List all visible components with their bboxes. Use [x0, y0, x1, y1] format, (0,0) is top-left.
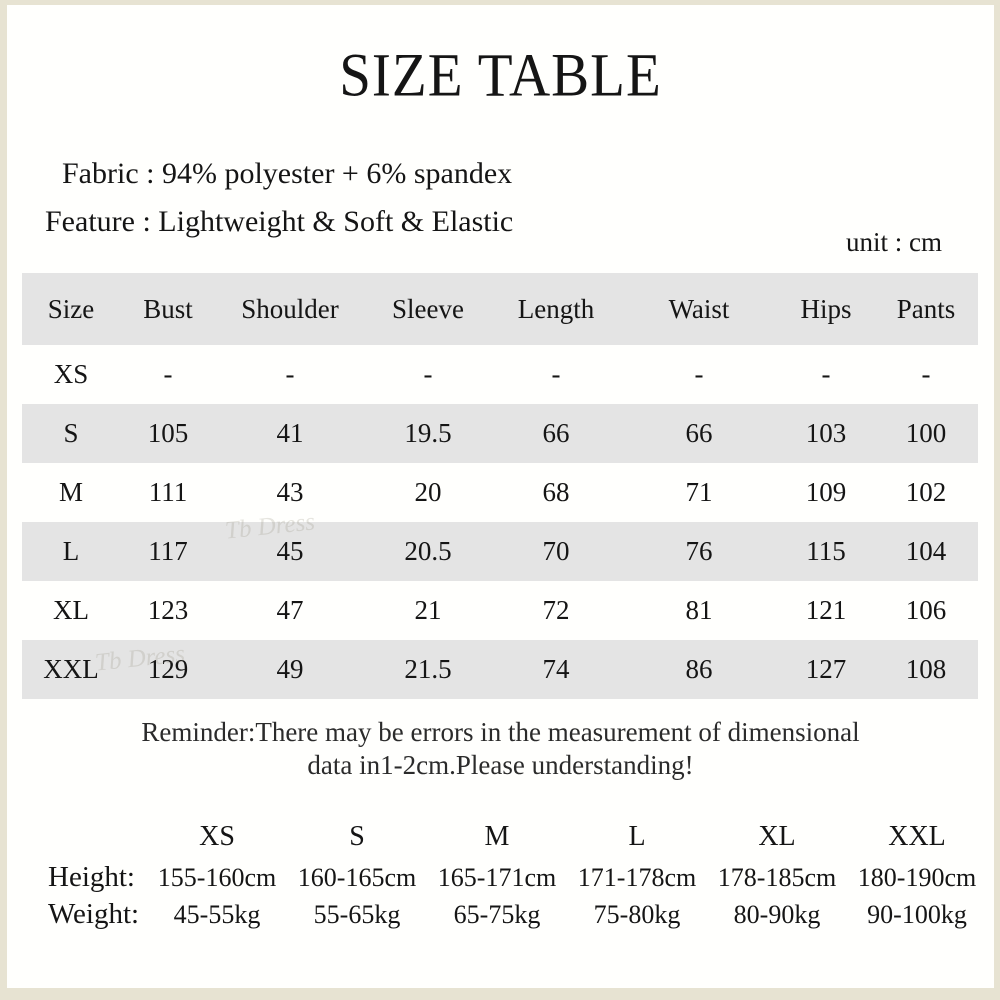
size-table: Size Bust Shoulder Sleeve Length Waist H…: [22, 273, 978, 699]
col-header-waist: Waist: [668, 293, 730, 324]
col-header-size: Size: [47, 293, 95, 324]
cell-xxl-sleeve: 21.5: [404, 654, 452, 684]
height-xl: 178-185cm: [717, 862, 837, 892]
cell-m-length: 68: [542, 477, 570, 507]
cell-m-pants: 102: [905, 477, 947, 507]
fit-size-xl: XL: [758, 821, 796, 852]
cell-xxl-shoulder: 49: [276, 654, 304, 684]
cell-xxl-hips: 127: [805, 654, 847, 684]
cell-xs-shoulder: -: [285, 359, 295, 389]
col-header-sleeve: Sleeve: [392, 293, 464, 324]
height-row-label: Height:: [48, 861, 135, 893]
fit-weight-row: Weight: 45-55kg 55-65kg 65-75kg 75-80kg …: [32, 896, 987, 933]
fit-size-l: L: [628, 821, 646, 852]
table-row-xxl: XXL 129 49 21.5 74 86 127 108: [22, 640, 978, 699]
fit-size-xxl: XXL: [888, 821, 946, 852]
weight-m: 65-75kg: [453, 899, 541, 929]
unit-note: unit : cm: [846, 227, 942, 257]
cell-l-sleeve: 20.5: [404, 536, 452, 566]
cell-l-size: L: [62, 536, 80, 566]
cell-xl-length: 72: [542, 595, 570, 625]
table-row-xs: XS - - - - - - -: [22, 345, 978, 404]
table-row-xl: XL 123 47 21 72 81 121 106: [22, 581, 978, 640]
size-table-header-row: Size Bust Shoulder Sleeve Length Waist H…: [22, 273, 978, 345]
cell-m-hips: 109: [805, 477, 847, 507]
cell-l-pants: 104: [905, 536, 947, 566]
cell-s-shoulder: 41: [276, 418, 304, 448]
height-m: 165-171cm: [437, 862, 557, 892]
cell-l-hips: 115: [806, 536, 846, 566]
col-header-length: Length: [517, 293, 595, 324]
cell-m-bust: 111: [148, 477, 188, 507]
feature-line: Feature : Lightweight & Soft & Elastic: [45, 205, 514, 238]
cell-m-shoulder: 43: [276, 477, 304, 507]
col-header-hips: Hips: [800, 293, 852, 324]
weight-s: 55-65kg: [313, 899, 401, 929]
size-chart-card: SIZE TABLE Fabric : 94% polyester + 6% s…: [7, 5, 994, 988]
weight-xxl: 90-100kg: [867, 899, 967, 929]
cell-s-length: 66: [542, 418, 570, 448]
cell-l-shoulder: 45: [276, 536, 304, 566]
cell-xl-pants: 106: [905, 595, 947, 625]
cell-s-pants: 100: [905, 418, 947, 448]
table-row-s: S 105 41 19.5 66 66 103 100: [22, 404, 978, 463]
height-weight-table: XS S M L XL XXL Height: 155-160cm 160-16…: [32, 815, 987, 933]
height-l: 171-178cm: [577, 862, 697, 892]
weight-row-label: Weight:: [48, 898, 140, 930]
reminder-line-1: Reminder:There may be errors in the meas…: [141, 717, 860, 747]
cell-xl-shoulder: 47: [276, 595, 304, 625]
cell-xl-waist: 81: [685, 595, 713, 625]
fabric-line: Fabric : 94% polyester + 6% spandex: [62, 157, 513, 190]
fit-size-m: M: [484, 821, 510, 852]
table-row-l: L 117 45 20.5 70 76 115 104: [22, 522, 978, 581]
cell-xs-bust: -: [163, 359, 173, 389]
page-title: SIZE TABLE: [339, 41, 662, 110]
height-xxl: 180-190cm: [857, 862, 977, 892]
cell-s-size: S: [63, 418, 79, 448]
col-header-shoulder: Shoulder: [241, 293, 339, 324]
fit-sizes-row: XS S M L XL XXL: [32, 815, 987, 859]
cell-l-length: 70: [542, 536, 570, 566]
table-row-m: M 111 43 20 68 71 109 102: [22, 463, 978, 522]
height-s: 160-165cm: [297, 862, 417, 892]
cell-xs-hips: -: [821, 359, 831, 389]
fit-height-row: Height: 155-160cm 160-165cm 165-171cm 17…: [32, 859, 987, 896]
cell-m-waist: 71: [685, 477, 713, 507]
reminder-line-2: data in1-2cm.Please understanding!: [307, 750, 694, 780]
col-header-pants: Pants: [896, 293, 956, 324]
cell-xxl-bust: 129: [147, 654, 189, 684]
cell-xxl-length: 74: [542, 654, 570, 684]
cell-xs-length: -: [551, 359, 561, 389]
cell-xs-size: XS: [53, 359, 89, 389]
col-header-bust: Bust: [143, 293, 193, 324]
cell-m-sleeve: 20: [414, 477, 442, 507]
cell-xxl-pants: 108: [905, 654, 947, 684]
cell-xxl-size: XXL: [43, 654, 99, 684]
cell-xl-sleeve: 21: [414, 595, 442, 625]
cell-l-waist: 76: [685, 536, 713, 566]
cell-xl-hips: 121: [805, 595, 847, 625]
reminder-note: Reminder:There may be errors in the meas…: [7, 716, 994, 782]
cell-xl-bust: 123: [147, 595, 189, 625]
cell-s-hips: 103: [805, 418, 847, 448]
weight-xl: 80-90kg: [733, 899, 821, 929]
fit-size-s: S: [349, 821, 365, 852]
height-xs: 155-160cm: [157, 862, 277, 892]
cell-s-sleeve: 19.5: [404, 418, 452, 448]
weight-l: 75-80kg: [593, 899, 681, 929]
cell-l-bust: 117: [148, 536, 188, 566]
weight-xs: 45-55kg: [173, 899, 261, 929]
cell-xs-waist: -: [694, 359, 704, 389]
cell-s-bust: 105: [147, 418, 189, 448]
cell-xxl-waist: 86: [685, 654, 713, 684]
cell-s-waist: 66: [685, 418, 713, 448]
cell-m-size: M: [58, 477, 83, 507]
cell-xs-sleeve: -: [423, 359, 433, 389]
fit-size-xs: XS: [199, 821, 235, 852]
fit-corner-spacer: [32, 815, 147, 859]
cell-xs-pants: -: [921, 359, 931, 389]
cell-xl-size: XL: [53, 595, 89, 625]
